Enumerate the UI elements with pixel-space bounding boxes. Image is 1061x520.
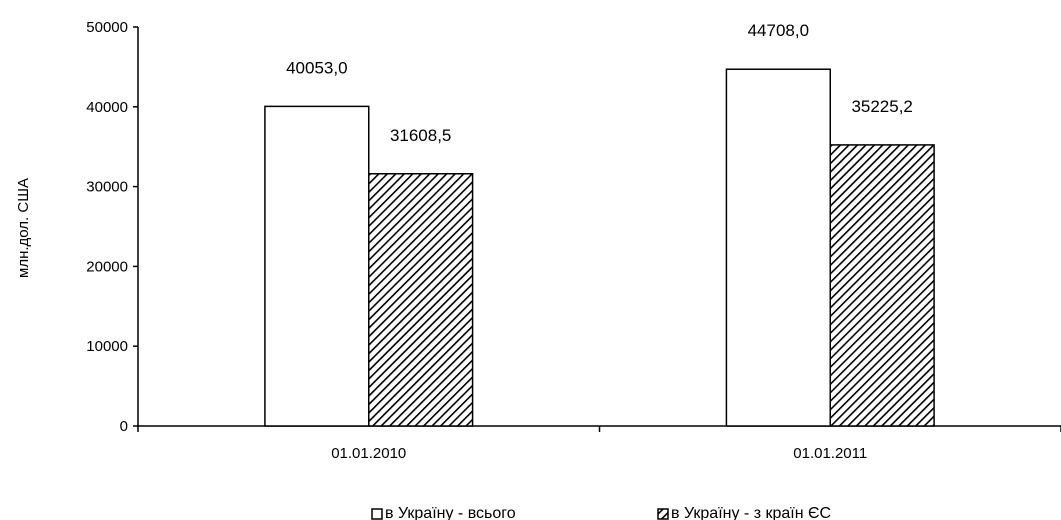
legend-label-eu: в Україну - з країн ЄС xyxy=(671,505,831,520)
y-tick-label: 50000 xyxy=(86,19,128,36)
y-tick-label: 0 xyxy=(120,418,128,435)
bars xyxy=(264,68,935,427)
y-axis-label: млн.дол. США xyxy=(15,178,32,278)
data-label: 35225,2 xyxy=(851,97,912,116)
bar xyxy=(264,105,370,427)
y-tick-label: 30000 xyxy=(86,179,128,196)
y-tick-label: 20000 xyxy=(86,258,128,275)
data-label: 44708,0 xyxy=(748,21,809,40)
category-label: 01.01.2010 xyxy=(331,445,406,462)
bar xyxy=(368,173,474,427)
bar xyxy=(829,144,935,427)
legend: в Україну - всього в Україну - з країн Є… xyxy=(371,505,831,520)
legend-swatch-total xyxy=(371,508,383,520)
data-labels: 40053,0 31608,5 44708,0 35225,2 xyxy=(286,21,913,145)
category-label: 01.01.2011 xyxy=(793,445,867,462)
data-label: 31608,5 xyxy=(390,126,451,145)
legend-swatch-eu xyxy=(657,508,669,520)
bar xyxy=(725,68,831,427)
y-tick-label: 10000 xyxy=(86,338,128,355)
legend-label-total: в Україну - всього xyxy=(385,505,516,520)
y-tick-label: 40000 xyxy=(86,99,128,116)
data-label: 40053,0 xyxy=(286,58,347,77)
